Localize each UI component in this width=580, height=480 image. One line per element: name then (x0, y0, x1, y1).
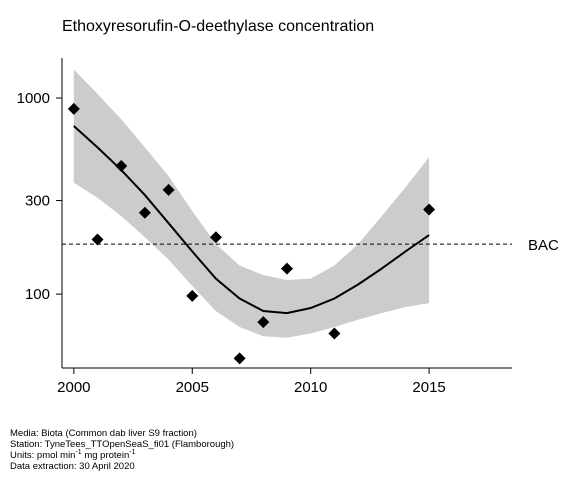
footer-units: Units: pmol min-1 mg protein-1 (10, 448, 234, 461)
x-tick-label: 2000 (57, 379, 90, 396)
chart-axes: 2000 2005 2010 2015 100 300 1000 (17, 58, 512, 396)
data-point (281, 262, 293, 275)
data-point (162, 183, 175, 196)
data-point (115, 160, 128, 173)
data-point (257, 316, 270, 329)
y-tick-label: 100 (25, 286, 50, 303)
data-point (91, 233, 104, 246)
data-point (233, 352, 246, 365)
y-tick-label: 1000 (17, 90, 50, 107)
data-points-layer (67, 102, 436, 365)
data-point (138, 206, 151, 219)
chart-footer: Media: Biota (Common dab liver S9 fracti… (10, 428, 234, 472)
data-point (328, 327, 341, 340)
footer-media: Media: Biota (Common dab liver S9 fracti… (10, 428, 197, 439)
data-point (423, 203, 436, 216)
chart-plot: 2000 2005 2010 2015 100 300 1000 BAC (17, 58, 559, 396)
footer-units-sup1: -1 (75, 448, 82, 456)
data-point (186, 289, 199, 302)
footer-units-sup2: -1 (129, 448, 136, 456)
footer-extraction: Data extraction: 30 April 2020 (10, 461, 135, 472)
x-tick-label: 2010 (294, 379, 327, 396)
x-tick-label: 2005 (176, 379, 209, 396)
chart-title: Ethoxyresorufin-O-deethylase concentrati… (62, 18, 375, 35)
bac-label: BAC (528, 237, 559, 254)
trend-line-layer (73, 125, 430, 315)
trend-line (73, 125, 430, 315)
confidence-band-layer (73, 69, 430, 338)
reference-line-layer: BAC (62, 237, 559, 254)
data-point (209, 231, 222, 244)
footer-units-prefix: Units: pmol min (10, 450, 76, 461)
x-tick-label: 2015 (412, 379, 445, 396)
y-tick-label: 300 (25, 193, 50, 210)
footer-units-middle: mg protein (81, 450, 130, 461)
footer-station: Station: TyneTees_TTOpenSeaS_fi01 (Flamb… (10, 439, 235, 450)
data-point (67, 102, 80, 115)
confidence-band (73, 69, 430, 338)
